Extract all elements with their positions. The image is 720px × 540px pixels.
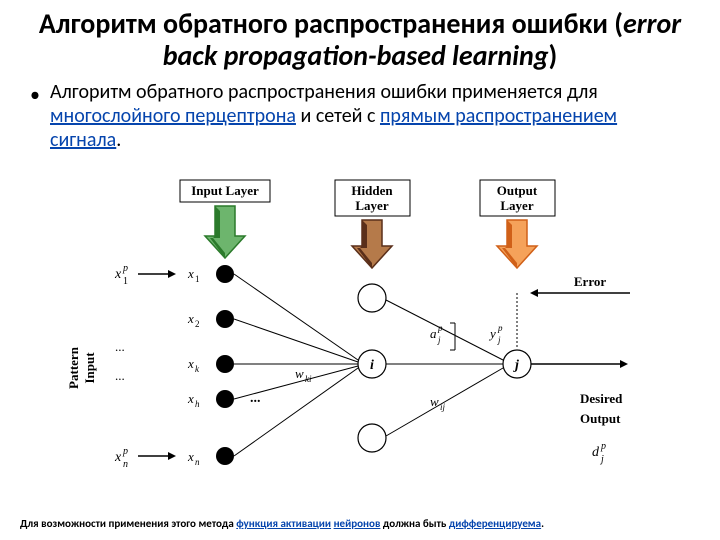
x1p-sub: 1 bbox=[123, 276, 128, 287]
orange-arrow-icon bbox=[497, 220, 537, 268]
wki-label: w bbox=[295, 366, 304, 381]
footnote-t3: должна быть bbox=[380, 517, 448, 530]
hidden-node bbox=[358, 424, 386, 452]
title-paren-close: ) bbox=[549, 38, 558, 73]
svg-text:ki: ki bbox=[305, 374, 312, 384]
footnote-t4: . bbox=[541, 517, 544, 530]
arrow-head-icon bbox=[530, 289, 538, 297]
desired-label-1: Desired bbox=[580, 391, 623, 406]
desired-label-2: Output bbox=[580, 411, 621, 426]
svg-text:j: j bbox=[599, 454, 604, 465]
output-layer-label-2: Layer bbox=[500, 198, 533, 213]
svg-text:j: j bbox=[497, 335, 501, 345]
input-node bbox=[216, 265, 234, 283]
svg-text:j: j bbox=[437, 335, 441, 345]
ypj-label: y bbox=[488, 326, 496, 341]
xh-label: x bbox=[187, 391, 194, 406]
input-node bbox=[216, 310, 234, 328]
link-perceptron[interactable]: многослойного перцептрона bbox=[50, 104, 296, 128]
arrow-head-icon bbox=[620, 360, 628, 368]
footnote: Для возможности применения этого метода … bbox=[20, 517, 700, 530]
svg-text:p: p bbox=[600, 441, 606, 452]
footnote-t1: Для возможности применения этого метода bbox=[20, 517, 236, 530]
arrow-head-icon bbox=[168, 270, 176, 278]
output-layer-label-1: Output bbox=[497, 183, 538, 198]
input-layer-label: Input Layer bbox=[191, 183, 259, 198]
wij-label: w bbox=[430, 394, 439, 409]
link-neurons[interactable]: нейронов bbox=[334, 517, 381, 530]
x1p-label: x bbox=[114, 267, 122, 282]
dots-left-2: ... bbox=[115, 368, 125, 383]
input-node bbox=[216, 355, 234, 373]
error-label: Error bbox=[574, 274, 606, 289]
title-ru: Алгоритм обратного распространения ошибк… bbox=[39, 6, 608, 41]
bullet-dot: • bbox=[30, 83, 40, 107]
link-activation[interactable]: функция активации bbox=[236, 517, 331, 530]
network-diagram: Input Layer Hidden Layer Output Layer Pa… bbox=[60, 178, 660, 498]
xn-label: x bbox=[187, 449, 194, 464]
svg-text:n: n bbox=[195, 457, 200, 467]
pattern-input-label-2: Input bbox=[82, 352, 97, 384]
bullet-item: • Алгоритм обратного распространения оши… bbox=[0, 76, 720, 154]
hidden-layer-label-2: Layer bbox=[355, 198, 388, 213]
svg-text:p: p bbox=[437, 323, 443, 333]
x1p-sup: p bbox=[122, 263, 128, 274]
dots-left-1: ... bbox=[115, 339, 125, 354]
bullet-text-2: и сетей с bbox=[296, 104, 380, 128]
apj-label: a bbox=[430, 326, 437, 341]
link-diff[interactable]: дифференцируема bbox=[449, 517, 541, 530]
page-title: Алгоритм обратного распространения ошибк… bbox=[0, 0, 720, 76]
arrow-head-icon bbox=[168, 452, 176, 460]
brown-arrow-icon bbox=[352, 220, 392, 268]
node-i-label: i bbox=[370, 358, 374, 373]
xnp-sup: p bbox=[122, 446, 128, 457]
svg-text:1: 1 bbox=[195, 274, 200, 284]
svg-text:ij: ij bbox=[440, 402, 446, 412]
bullet-text-1: Алгоритм обратного распространения ошибк… bbox=[50, 80, 598, 104]
x1-label: x bbox=[187, 266, 194, 281]
dpj-label: d bbox=[592, 445, 600, 460]
pattern-input-label: Pattern bbox=[66, 346, 81, 389]
svg-text:p: p bbox=[497, 323, 503, 333]
x2-label: x bbox=[187, 311, 194, 326]
svg-text:k: k bbox=[195, 364, 200, 374]
title-paren-open: ( bbox=[608, 6, 623, 41]
input-node bbox=[216, 447, 234, 465]
bullet-text-3: . bbox=[116, 128, 121, 152]
xk-label: x bbox=[187, 356, 194, 371]
xnp-label: x bbox=[114, 450, 122, 465]
green-arrow-icon bbox=[205, 206, 245, 258]
hidden-node bbox=[358, 284, 386, 312]
xnp-sub: n bbox=[123, 459, 128, 470]
svg-text:h: h bbox=[195, 399, 200, 409]
hidden-layer-label-1: Hidden bbox=[351, 183, 393, 198]
svg-text:2: 2 bbox=[195, 319, 200, 329]
input-node bbox=[216, 390, 234, 408]
